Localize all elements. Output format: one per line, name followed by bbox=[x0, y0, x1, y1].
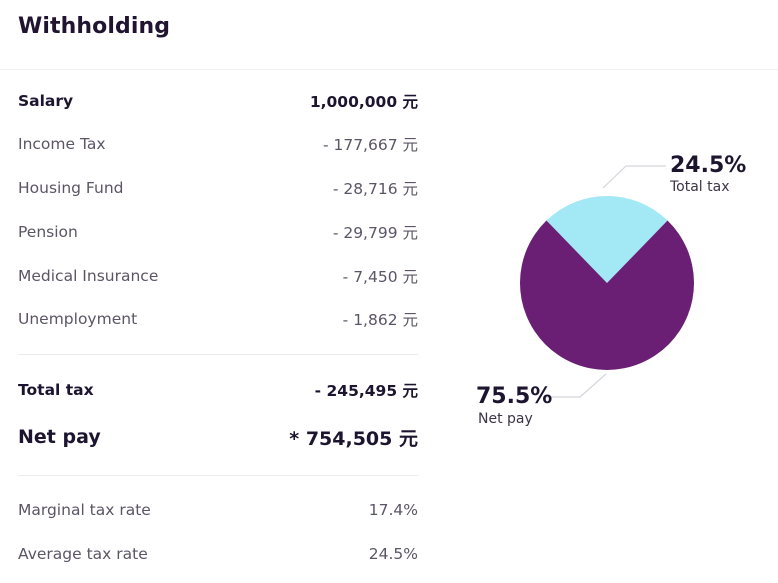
marginal-rate-row: Marginal tax rate 17.4% bbox=[18, 498, 418, 522]
deduction-value: - 29,799 元 bbox=[332, 224, 418, 242]
deduction-label: Unemployment bbox=[18, 310, 138, 328]
deduction-label: Income Tax bbox=[18, 135, 106, 153]
deduction-row-pension: Pension - 29,799 元 bbox=[18, 220, 418, 244]
net-pay-caption: Net pay bbox=[478, 411, 533, 427]
average-rate-row: Average tax rate 24.5% bbox=[18, 542, 418, 566]
total-tax-caption: Total tax bbox=[669, 179, 730, 195]
deduction-label: Housing Fund bbox=[18, 179, 124, 197]
deduction-row-housing-fund: Housing Fund - 28,716 元 bbox=[18, 176, 418, 200]
section-divider bbox=[18, 475, 418, 476]
withholding-pie-chart: 24.5% Total tax 75.5% Net pay bbox=[440, 130, 770, 450]
deduction-value: - 28,716 元 bbox=[332, 180, 418, 198]
deduction-value: - 1,862 元 bbox=[342, 311, 418, 329]
deduction-value: - 7,450 元 bbox=[342, 268, 418, 286]
deduction-label: Pension bbox=[18, 223, 78, 241]
section-divider bbox=[18, 354, 418, 355]
total-tax-value: - 245,495 元 bbox=[314, 382, 418, 400]
salary-value: 1,000,000 元 bbox=[309, 93, 418, 111]
net-pay-leader-line bbox=[546, 373, 607, 398]
page-title: Withholding bbox=[18, 14, 171, 39]
total-tax-leader-line bbox=[602, 165, 666, 189]
pie-slice-total-tax bbox=[546, 196, 668, 283]
deduction-label: Medical Insurance bbox=[18, 267, 159, 285]
average-rate-value: 24.5% bbox=[368, 545, 418, 563]
pie-chart-svg: 24.5% Total tax 75.5% Net pay bbox=[476, 153, 746, 427]
header-divider bbox=[0, 69, 778, 70]
net-pay-row: Net pay * 754,505 元 bbox=[18, 422, 418, 452]
pie-slice-net-pay bbox=[520, 220, 694, 371]
net-pay-percent-label: 75.5% bbox=[476, 384, 552, 409]
total-tax-percent-label: 24.5% bbox=[670, 153, 746, 178]
total-tax-row: Total tax - 245,495 元 bbox=[18, 378, 418, 402]
salary-row: Salary 1,000,000 元 bbox=[18, 89, 418, 113]
deduction-row-medical-insurance: Medical Insurance - 7,450 元 bbox=[18, 264, 418, 288]
deduction-value: - 177,667 元 bbox=[322, 136, 418, 154]
net-pay-label: Net pay bbox=[18, 426, 101, 448]
marginal-rate-value: 17.4% bbox=[368, 501, 418, 519]
average-rate-label: Average tax rate bbox=[18, 545, 148, 563]
salary-label: Salary bbox=[18, 92, 74, 110]
marginal-rate-label: Marginal tax rate bbox=[18, 501, 151, 519]
net-pay-value: * 754,505 元 bbox=[289, 427, 418, 450]
deduction-row-income-tax: Income Tax - 177,667 元 bbox=[18, 132, 418, 156]
deduction-row-unemployment: Unemployment - 1,862 元 bbox=[18, 307, 418, 331]
total-tax-label: Total tax bbox=[18, 381, 94, 399]
